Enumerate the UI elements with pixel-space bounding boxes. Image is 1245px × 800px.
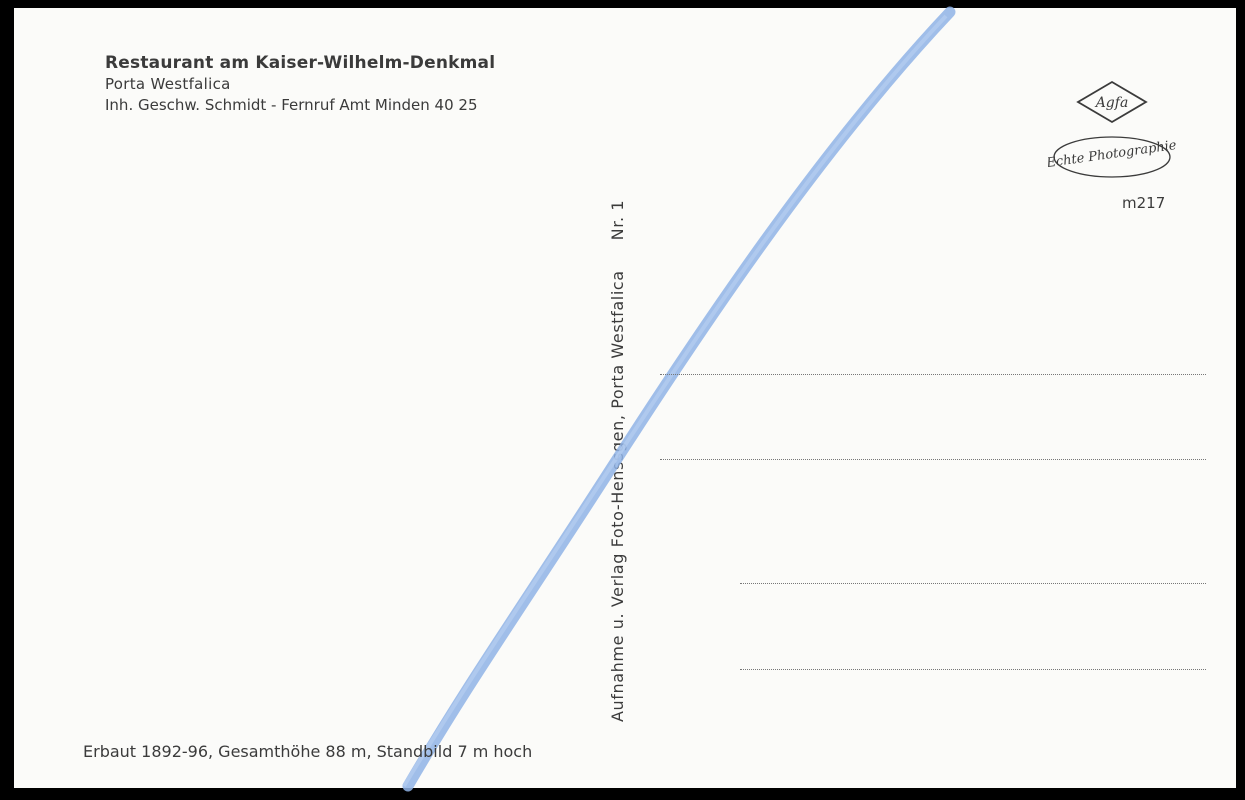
location-line: Porta Westfalica — [105, 75, 231, 93]
address-line-4 — [740, 669, 1206, 670]
footer-caption: Erbaut 1892-96, Gesamthöhe 88 m, Standbi… — [83, 742, 533, 761]
agfa-logo: Agfa Echte Photographie — [1048, 80, 1178, 178]
agfa-brand: Agfa — [1094, 95, 1129, 111]
card-code: m217 — [1122, 194, 1166, 212]
address-line-2 — [660, 459, 1206, 460]
owner-line: Inh. Geschw. Schmidt - Fernruf Amt Minde… — [105, 96, 478, 114]
restaurant-title: Restaurant am Kaiser-Wilhelm-Denkmal — [105, 53, 496, 73]
address-line-1 — [660, 374, 1206, 375]
postcard-back — [14, 8, 1236, 788]
agfa-tagline: Echte Photographie — [1048, 138, 1178, 171]
address-line-3 — [740, 583, 1206, 584]
